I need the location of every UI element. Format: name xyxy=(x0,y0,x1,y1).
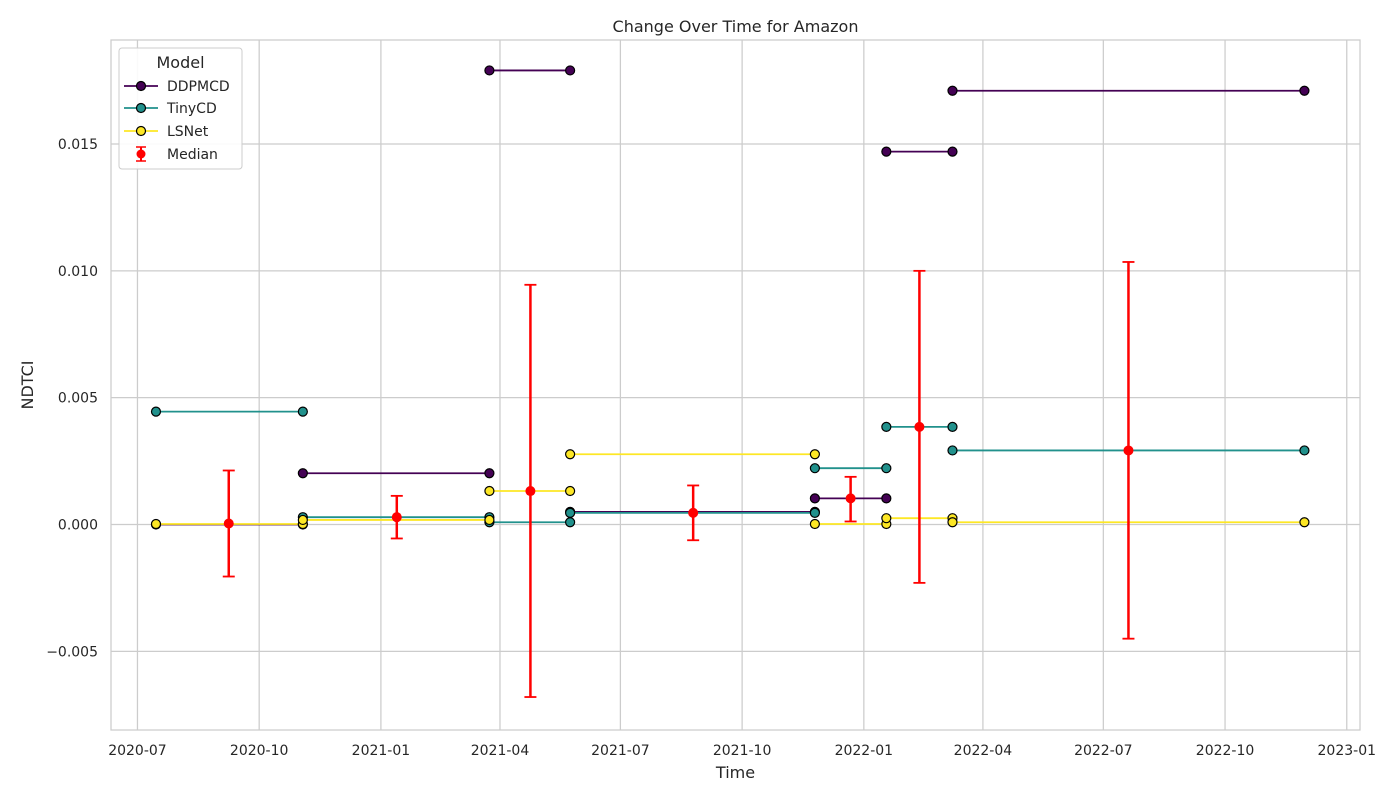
data-point xyxy=(297,514,308,526)
data-point xyxy=(881,463,892,474)
legend-title: Model xyxy=(156,53,204,72)
data-point xyxy=(297,406,308,417)
series-tinycd xyxy=(155,410,1305,524)
data-point xyxy=(881,146,892,157)
data-point xyxy=(809,493,820,504)
legend-label-ddpmcd: DDPMCD xyxy=(167,79,230,95)
data-point xyxy=(565,517,576,528)
x-tick-label: 2022-10 xyxy=(1196,743,1255,759)
y-tick-label: 0.000 xyxy=(58,518,98,534)
legend-marker-ddpmcd xyxy=(135,80,147,92)
data-point xyxy=(881,513,892,524)
data-point xyxy=(1299,517,1310,528)
data-point xyxy=(565,507,576,518)
x-tick-label: 2021-04 xyxy=(471,743,530,759)
chart-title: Change Over Time for Amazon xyxy=(613,17,859,36)
data-point xyxy=(150,406,162,417)
legend-entry-ddpmcd: DDPMCD xyxy=(124,79,230,95)
x-axis-label: Time xyxy=(715,763,755,782)
plot-area xyxy=(150,65,1310,698)
data-point xyxy=(297,468,308,479)
median-point xyxy=(223,518,234,529)
y-tick-label: 0.010 xyxy=(58,264,98,280)
x-tick-label: 2020-10 xyxy=(230,743,289,759)
series-markers-lsnet xyxy=(150,449,1310,530)
legend-marker-lsnet xyxy=(135,125,147,137)
legend-label-tinycd: TinyCD xyxy=(166,101,217,117)
legend-box xyxy=(118,47,243,170)
x-tick-label: 2021-10 xyxy=(713,743,772,759)
y-tick-label: 0.005 xyxy=(58,391,98,407)
legend-entry-median: Median xyxy=(136,146,218,163)
x-tick-label: 2023-01 xyxy=(1318,743,1377,759)
median-point xyxy=(391,512,402,523)
plot-frame xyxy=(110,39,1361,731)
grid xyxy=(111,40,1360,730)
y-axis-label: NDTCI xyxy=(18,360,37,409)
data-point xyxy=(881,421,892,432)
series-median xyxy=(222,261,1135,698)
median-point xyxy=(1123,445,1134,456)
series-markers-tinycd xyxy=(150,406,1310,528)
legend-entry-lsnet: LSNet xyxy=(124,124,209,140)
x-tick-label: 2022-04 xyxy=(954,743,1013,759)
data-point xyxy=(809,507,820,518)
data-point xyxy=(809,449,820,460)
median-point xyxy=(525,486,536,497)
legend-marker-tinycd xyxy=(135,102,147,114)
x-tick-label: 2021-07 xyxy=(591,743,650,759)
data-point xyxy=(484,65,495,76)
data-point xyxy=(881,493,892,504)
data-point xyxy=(150,518,162,530)
data-point xyxy=(565,65,576,76)
legend-entry-tinycd: TinyCD xyxy=(124,101,217,117)
data-point xyxy=(484,468,495,479)
data-point xyxy=(484,485,495,497)
data-point xyxy=(1299,445,1310,456)
series-ddpmcd xyxy=(155,69,1305,526)
data-point xyxy=(565,485,576,497)
data-point xyxy=(1299,85,1310,96)
median-point xyxy=(845,493,856,504)
legend-label-median: Median xyxy=(167,147,218,163)
y-tick-label: 0.015 xyxy=(58,137,98,153)
legend-marker-median xyxy=(136,149,146,159)
median-point xyxy=(914,421,925,432)
x-tick-label: 2022-01 xyxy=(835,743,894,759)
median-point xyxy=(688,507,699,518)
series-markers-ddpmcd xyxy=(150,65,1310,530)
tick-labels: 2020-07 2020-10 2021-01 2021-04 2021-07 2021-… xyxy=(46,137,1376,759)
data-point xyxy=(947,445,958,456)
legend-label-lsnet: LSNet xyxy=(167,124,209,140)
x-tick-label: 2020-07 xyxy=(108,743,167,759)
data-point xyxy=(809,463,820,474)
data-point xyxy=(809,518,820,530)
legend: Model DDPMCD TinyCD LSNet Median xyxy=(118,47,243,170)
x-tick-label: 2022-07 xyxy=(1074,743,1133,759)
data-point xyxy=(565,449,576,460)
data-point xyxy=(947,421,958,432)
x-tick-label: 2021-01 xyxy=(352,743,411,759)
data-point xyxy=(484,514,495,526)
data-point xyxy=(947,146,958,157)
y-tick-label: −0.005 xyxy=(46,644,98,660)
data-point xyxy=(947,85,958,96)
data-point xyxy=(947,517,958,528)
